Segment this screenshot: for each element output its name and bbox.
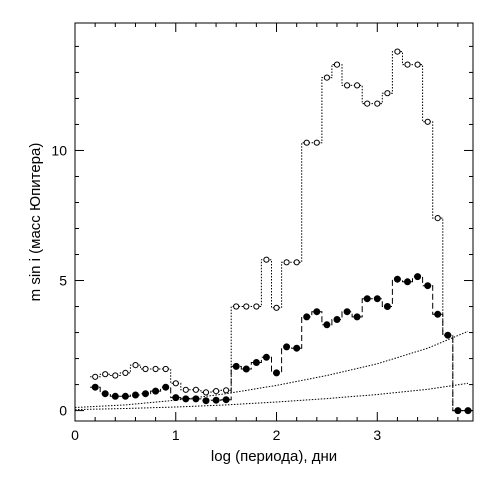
series-1-point-25 (333, 61, 341, 68)
series-1-point-10 (182, 386, 189, 393)
series-2-point-4 (121, 392, 129, 400)
series-1-point-3 (112, 372, 119, 379)
series-2-point-14 (222, 396, 230, 404)
series-1-point-21 (293, 259, 300, 266)
series-2-point-24 (323, 321, 331, 329)
model-curves (74, 330, 469, 411)
series-1-point-2 (102, 371, 109, 378)
series-2-point-37 (454, 407, 462, 415)
series-1-point-15 (233, 303, 240, 310)
plot-frame (74, 22, 474, 422)
series-1-point-29 (374, 100, 381, 107)
series-1-point-7 (152, 365, 159, 373)
series-2-point-9 (172, 394, 180, 402)
series-2-point-27 (353, 313, 361, 321)
series-2-step-line (90, 276, 473, 412)
series-1-point-14 (223, 387, 230, 394)
x-axis-label: log (периода), дни (211, 448, 337, 465)
series-1-point-22 (303, 139, 310, 146)
series-2-point-2 (101, 390, 109, 398)
series-2-point-13 (212, 396, 220, 404)
data-markers (91, 48, 472, 415)
series-1-point-1 (92, 373, 99, 380)
series-2-point-3 (111, 392, 119, 400)
series-2-point-12 (202, 397, 210, 405)
series-1-point-33 (414, 61, 421, 68)
model-curve-4 (74, 382, 469, 411)
series-2-point-25 (333, 316, 341, 323)
series-2-point-18 (262, 353, 270, 361)
series-2-point-7 (152, 387, 160, 395)
series-1-step-line (90, 51, 473, 412)
model-curve-3 (74, 330, 469, 408)
series-2-point-31 (393, 275, 401, 283)
series-2-point-32 (404, 278, 411, 286)
series-2-point-33 (414, 273, 422, 281)
y-tick-label: 5 (59, 273, 67, 289)
series-2-point-36 (444, 331, 452, 339)
series-1-point-4 (122, 369, 129, 376)
series-2-point-29 (373, 295, 381, 303)
series-1-point-35 (434, 215, 441, 222)
series-2-point-1 (91, 383, 99, 391)
series-1-point-18 (263, 256, 270, 263)
series-2-point-20 (283, 343, 291, 351)
series-1-point-9 (172, 380, 179, 387)
series-1-point-13 (213, 388, 220, 395)
series-1-point-17 (253, 303, 260, 310)
series-1-point-27 (354, 82, 361, 89)
series-2-point-30 (383, 303, 391, 310)
x-tick-label: 2 (273, 427, 281, 443)
y-tick-label: 10 (51, 142, 67, 158)
series-2-point-16 (242, 365, 250, 373)
series-2-point-10 (182, 395, 190, 403)
series-1-point-34 (424, 118, 431, 125)
tick-labels: 0 1 2 3 0 5 10 (51, 142, 381, 443)
series-1-point-28 (364, 100, 371, 107)
series-1-point-8 (162, 365, 169, 373)
series-2-point-19 (273, 369, 280, 377)
series-2-point-8 (162, 383, 170, 391)
series-2-point-28 (363, 295, 371, 303)
series-2-point-35 (434, 310, 442, 318)
x-tick-label: 0 (71, 427, 79, 443)
series-1-point-5 (132, 362, 139, 369)
series-1-point-32 (404, 61, 411, 68)
series-1-point-12 (202, 389, 210, 396)
series-2-point-34 (424, 282, 432, 290)
y-tick-label: 0 (59, 403, 67, 419)
series-1-point-26 (344, 82, 351, 89)
x-tick-label: 1 (172, 427, 180, 443)
series-2-point-21 (293, 344, 301, 352)
series-1-point-24 (323, 74, 330, 81)
series-1-point-19 (273, 304, 280, 311)
series-1-point-31 (394, 48, 401, 55)
series-1-point-23 (313, 139, 320, 146)
series-2-point-26 (343, 308, 351, 316)
series-1-point-11 (192, 386, 199, 393)
series-2-point-11 (192, 395, 200, 403)
series-1-point-16 (243, 303, 250, 310)
series-2-point-6 (142, 390, 149, 398)
series-1-point-30 (384, 90, 391, 97)
series-2-point-23 (313, 308, 321, 316)
series-2-point-17 (252, 359, 260, 366)
series-2-point-15 (232, 362, 240, 370)
x-tick-label: 3 (373, 427, 381, 443)
series-2-point-22 (303, 313, 311, 321)
series-1-point-20 (283, 259, 290, 266)
axis-ticks (74, 23, 473, 421)
series-1-point-6 (142, 365, 149, 373)
series-lines (90, 51, 473, 412)
series-2-point-5 (132, 391, 139, 399)
y-axis-label: m sin i (масс Юпитера) (27, 143, 44, 302)
